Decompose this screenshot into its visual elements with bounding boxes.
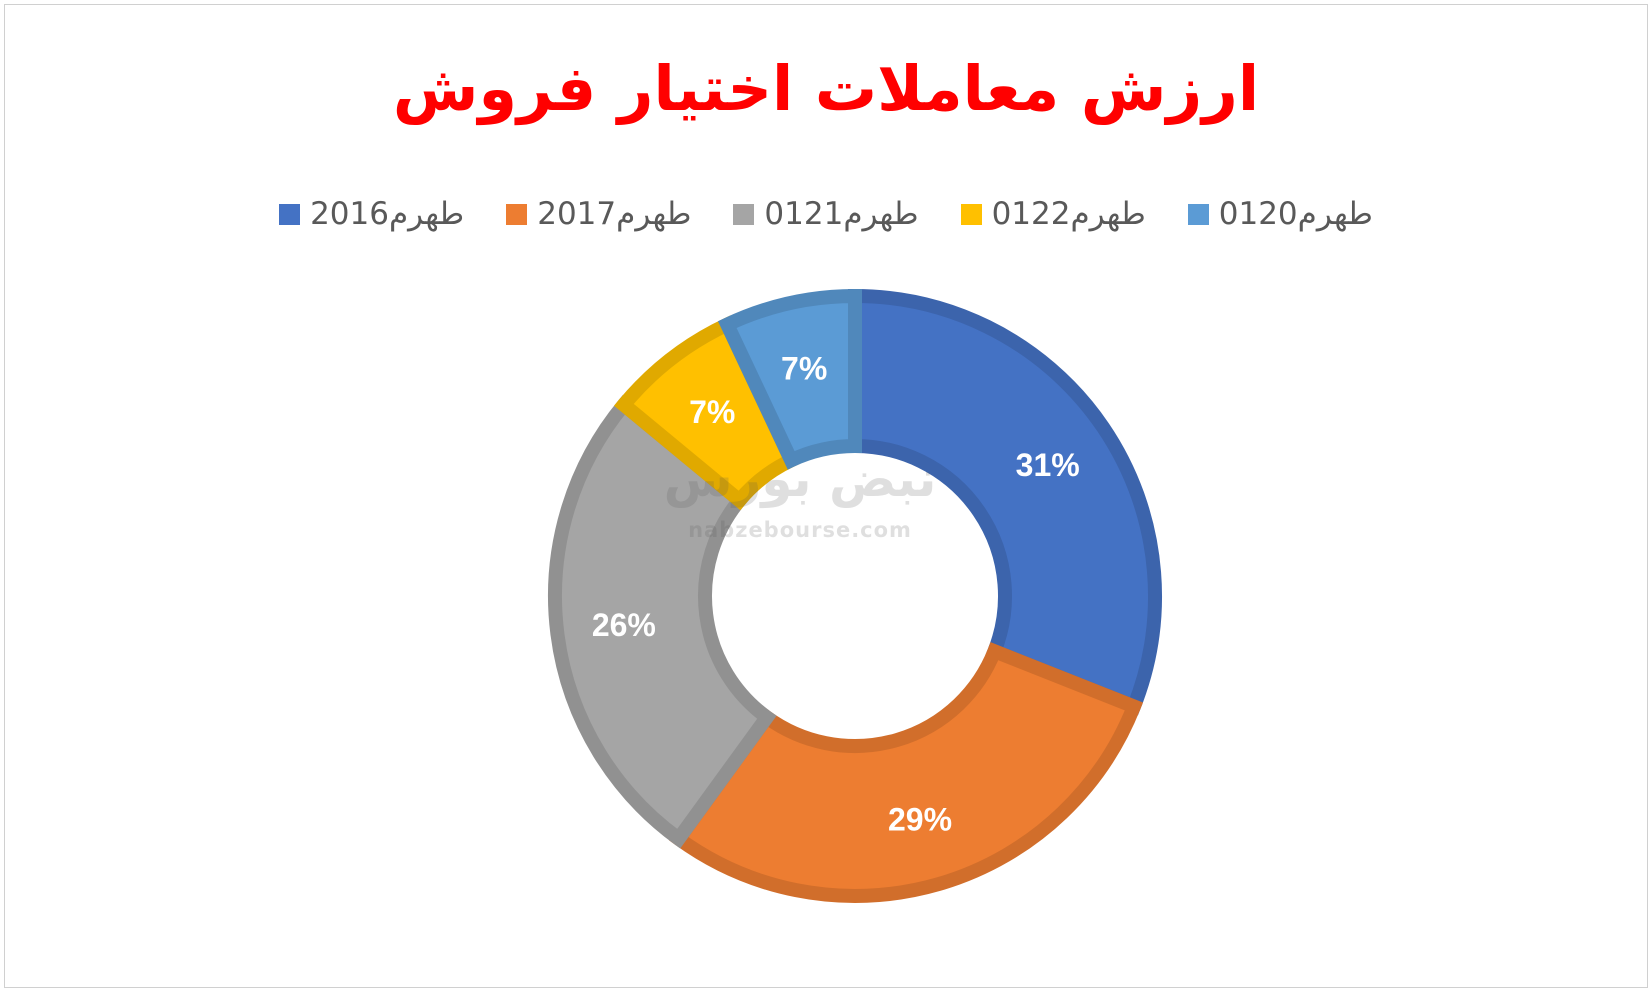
doughnut-slice (548, 394, 777, 849)
chart-frame (4, 4, 1648, 988)
doughnut-slice (848, 288, 1162, 716)
slice-data-label: 29% (888, 802, 952, 838)
legend-label: طهرم2017 (537, 196, 692, 232)
slice-data-label: 7% (781, 351, 827, 387)
slice-data-label: 7% (689, 394, 735, 430)
chart-legend: طهرم2016 طهرم2017 طهرم0121 طهرم0122 طهرم0120 (0, 196, 1652, 232)
legend-item: طهرم0122 (960, 196, 1146, 232)
legend-item: طهرم2016 (279, 196, 464, 232)
legend-item: طهرم0121 (733, 196, 919, 232)
watermark-url-text: nabzebourse.com (688, 518, 912, 542)
slice-data-label: 31% (1016, 447, 1080, 483)
legend-swatch (733, 203, 755, 225)
slice-data-label: 26% (592, 607, 656, 643)
legend-label: طهرم0122 (991, 196, 1146, 232)
chart-title: ارزش معاملات اختیار فروش (392, 52, 1260, 125)
watermark: نبض بورس nabzebourse.com (650, 450, 950, 542)
legend-label: طهرم0121 (764, 196, 919, 232)
legend-swatch (279, 203, 301, 225)
legend-item: طهرم0120 (1187, 196, 1373, 232)
doughnut-slice (717, 288, 862, 470)
doughnut-slice (668, 642, 1144, 903)
legend-label: طهرم2016 (310, 196, 465, 232)
legend-label: طهرم0120 (1218, 196, 1373, 232)
legend-swatch (1187, 203, 1209, 225)
legend-swatch (506, 203, 528, 225)
legend-swatch (960, 203, 982, 225)
legend-item: طهرم2017 (506, 196, 691, 232)
watermark-persian-text: نبض بورس (663, 450, 937, 508)
